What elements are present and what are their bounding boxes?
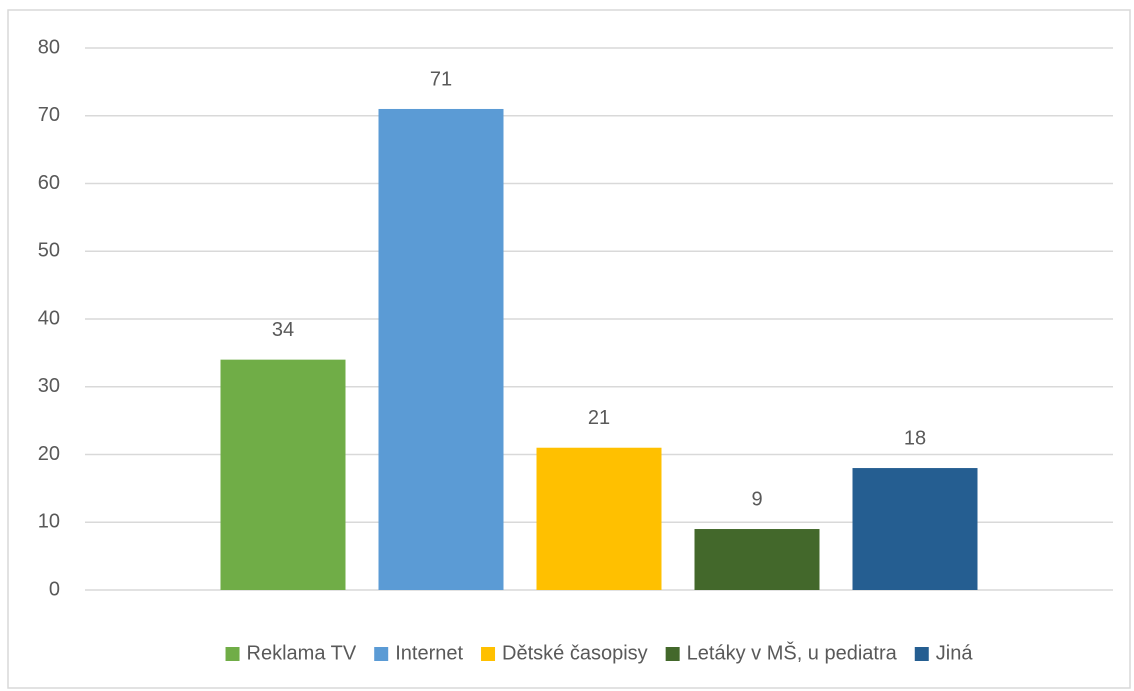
bar xyxy=(220,359,346,590)
legend-swatch xyxy=(481,647,496,661)
data-label: 21 xyxy=(588,407,610,429)
bar xyxy=(852,468,978,590)
y-tick-label: 60 xyxy=(38,172,60,194)
legend-label: Jiná xyxy=(936,642,974,664)
bar xyxy=(378,108,504,590)
y-tick-label: 30 xyxy=(38,375,60,397)
y-tick-label: 0 xyxy=(49,578,60,600)
legend-label: Reklama TV xyxy=(247,642,357,664)
y-tick-label: 80 xyxy=(38,36,60,58)
data-label: 34 xyxy=(272,319,294,341)
legend-swatch xyxy=(914,647,929,661)
data-label: 71 xyxy=(430,68,452,90)
bar xyxy=(536,447,662,590)
y-tick-label: 50 xyxy=(38,240,60,262)
legend-label: Internet xyxy=(395,642,463,664)
y-tick-label: 20 xyxy=(38,443,60,465)
legend-swatch xyxy=(665,647,680,661)
y-tick-label: 70 xyxy=(38,104,60,126)
y-tick-label: 10 xyxy=(38,511,60,533)
data-label: 9 xyxy=(751,488,762,510)
y-tick-label: 40 xyxy=(38,307,60,329)
legend-swatch xyxy=(225,647,240,661)
legend-swatch xyxy=(374,647,389,661)
bar xyxy=(694,529,820,590)
data-label: 18 xyxy=(904,427,926,449)
legend-label: Letáky v MŠ, u pediatra xyxy=(687,641,898,664)
legend-label: Dětské časopisy xyxy=(502,642,648,664)
